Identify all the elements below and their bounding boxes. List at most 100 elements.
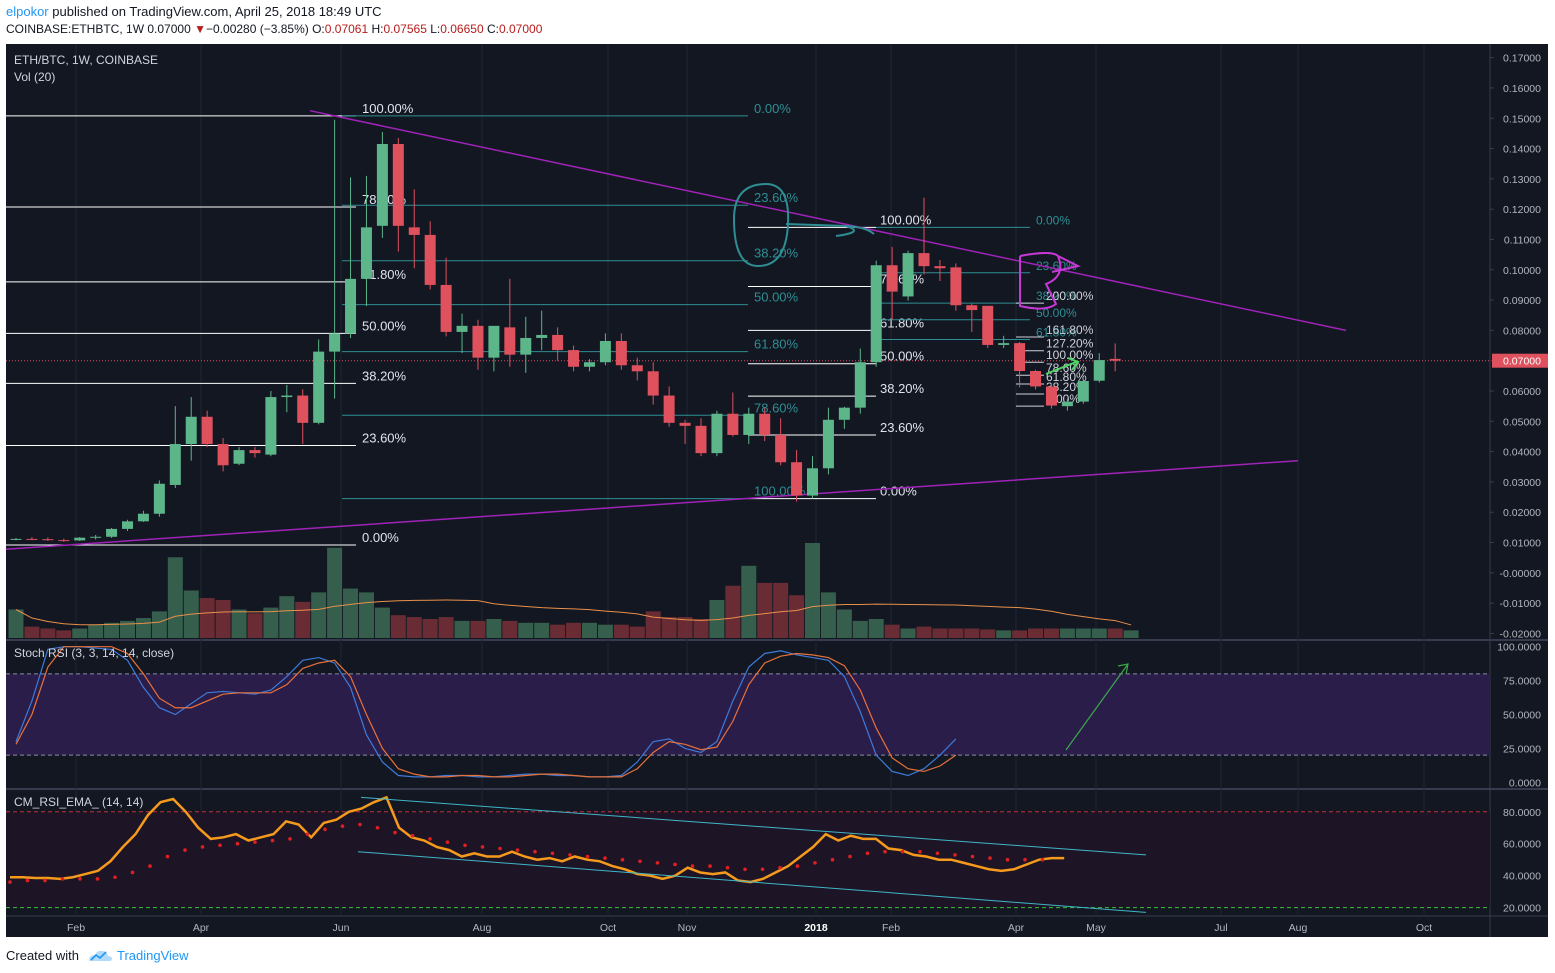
rsi-ema-dot [708,864,712,868]
volume-bar [566,622,582,638]
price-pane-title: ETH/BTC, 1W, COINBASE [14,53,158,67]
price-tick-label: 0.04000 [1503,447,1541,459]
last-price: 0.07000 [147,22,191,36]
volume-bar [868,619,884,638]
volume-bar [120,620,136,638]
rsi-trendline-upper [360,796,1147,856]
time-tick-label: Oct [1416,922,1432,934]
volume-bar [884,624,900,638]
volume-bar [852,620,868,638]
rsi-ema-dot [533,849,537,854]
rsi-ema-dot [918,849,922,854]
volume-bar [295,601,311,638]
candle-body [313,351,325,423]
published-text: published on TradingView.com, April 25, … [52,4,382,19]
open-value: 0.07061 [324,22,369,36]
candle-body [934,266,946,269]
fib-white-label: 23.60% [362,431,407,446]
candle-body [552,334,564,351]
time-tick-label: Aug [473,922,492,934]
fib-teal-label: 0.00% [754,101,791,116]
candle-body [297,395,309,423]
candle-body [743,413,755,435]
price-tick-label: 0.17000 [1503,53,1541,65]
footer: Created with TradingView [0,937,1555,973]
rsi-tick-label: 20.0000 [1503,903,1541,915]
rsi-ema-dot [270,838,275,843]
created-with-text: Created with [6,948,79,963]
rsi-ema-dot [673,862,677,867]
candle-body [169,444,181,485]
fib-extension-label: 200.00% [1046,289,1094,303]
symbol-label: COINBASE:ETHBTC, 1W [6,22,145,36]
candle-body [345,278,357,334]
candle-body [536,334,548,338]
price-tick-label: 0.11000 [1504,234,1541,246]
candle-body [695,425,707,454]
volume-bar [964,628,980,638]
rsi-ema-dot [900,849,905,854]
fib-white-label: 0.00% [362,530,399,545]
fib-white-label: 38.20% [362,368,407,383]
close-label: C: [486,22,499,36]
volume-bar [996,630,1012,638]
candle-body [918,253,930,267]
fib-extension-label: 161.80% [1046,323,1094,337]
fib-white-2018-label: 23.60% [880,420,925,435]
rsi-ema-dot [568,853,572,857]
rsi-ema-dot [498,846,502,851]
price-tick-label: 0.16000 [1503,83,1541,95]
fib-white-2018-label: 100.00% [880,212,932,227]
candle-body [1014,343,1026,372]
volume-bar [167,557,183,638]
drawn-arrow [785,223,875,237]
volume-bar [550,624,566,638]
rsi-tick-label: 80.0000 [1503,807,1541,819]
rsi-ema-dot [130,870,135,875]
price-tick-label: 0.05000 [1503,416,1541,428]
volume-bar [757,582,773,638]
candle-body [360,227,372,279]
volume-bar [215,600,231,638]
price-tick-label: 0.02000 [1503,507,1541,519]
candle-body [185,416,197,445]
volume-bar [1123,630,1139,638]
candle-body [1045,386,1057,406]
fib-white-2018-label: 50.00% [880,349,925,364]
candle-body [727,413,739,435]
volume-bar [40,628,56,638]
rsi-ema-dot [200,845,205,849]
rsi-ema-dot [1040,857,1045,862]
chart-area[interactable]: 0.17000 0.16000 0.15000 0.14000 0.13000 0.120… [5,44,1548,937]
stoch-tick-label: 50.0000 [1503,710,1541,722]
rsi-ema-dot [1005,857,1010,862]
volume-bar [151,611,167,638]
tradingview-link[interactable]: TradingView [117,948,189,963]
candle-body [663,395,675,423]
volume-bar [693,619,709,638]
volume-bar [1107,628,1123,638]
rsi-ema-dot [305,832,310,836]
rsi-ema-dot [865,851,870,856]
volume-bar [789,595,805,638]
candle-body [249,450,261,454]
volume-bar [820,592,836,638]
candle-body [456,325,468,332]
price-tick-label: 0.03000 [1503,477,1541,489]
candle-body [472,325,484,358]
price-tick-label: 0.08000 [1503,325,1541,337]
trendline-lower [5,459,1299,550]
author-link[interactable]: elpokor [6,4,49,19]
rsi-ema-dot [725,865,730,870]
price-tick-label: -0.01000 [1500,598,1542,610]
tradingview-logo-icon[interactable] [87,949,113,963]
stoch-tick-label: 75.0000 [1503,676,1541,688]
drawn-shape-magenta [1019,252,1081,310]
open-label: O: [312,22,325,36]
price-tick-label: 0.10000 [1503,265,1541,277]
volume-bar [24,626,40,638]
chart-canvas[interactable]: 0.17000 0.16000 0.15000 0.14000 0.13000 0.120… [5,44,1548,937]
fib-white-label: 100.00% [362,101,414,116]
candle-body [90,536,102,538]
candle-body [233,450,245,464]
